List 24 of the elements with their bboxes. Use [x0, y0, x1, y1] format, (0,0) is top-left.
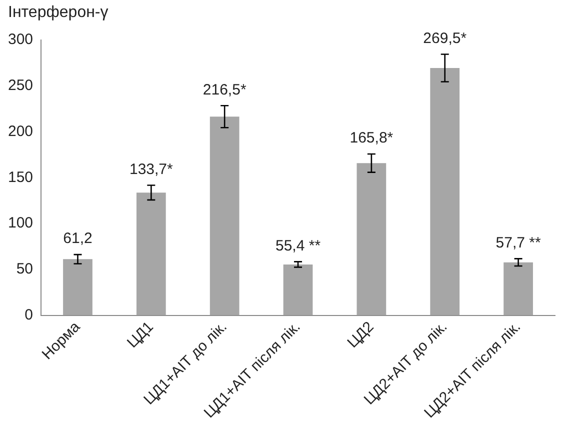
y-tick-label: 150 [8, 168, 34, 186]
data-label: 133,7* [129, 160, 174, 178]
bar [210, 116, 240, 316]
x-tick-label: ЦД1 [124, 318, 157, 352]
y-tick-label: 50 [16, 260, 34, 278]
data-label: 216,5* [202, 81, 246, 98]
data-label: 165,8* [350, 130, 394, 147]
y-tick-label: 300 [8, 31, 34, 48]
bar [283, 264, 313, 316]
bar [136, 192, 166, 316]
y-tick-label: 100 [8, 214, 34, 232]
bar [356, 163, 386, 316]
bar [504, 262, 533, 316]
data-label: 61,2 [63, 230, 92, 248]
x-tick-label: ЦД2 [344, 318, 378, 352]
chart-title: Інтерферон-γ [8, 4, 108, 22]
bar [430, 68, 460, 316]
bar [63, 259, 92, 316]
data-label: 55,4 ** [275, 237, 321, 254]
data-label: 269,5* [423, 30, 467, 47]
y-tick-label: 0 [24, 306, 34, 324]
data-label: 57,7 ** [496, 234, 541, 252]
y-tick-label: 250 [8, 77, 34, 94]
y-tick-label: 200 [8, 122, 34, 140]
